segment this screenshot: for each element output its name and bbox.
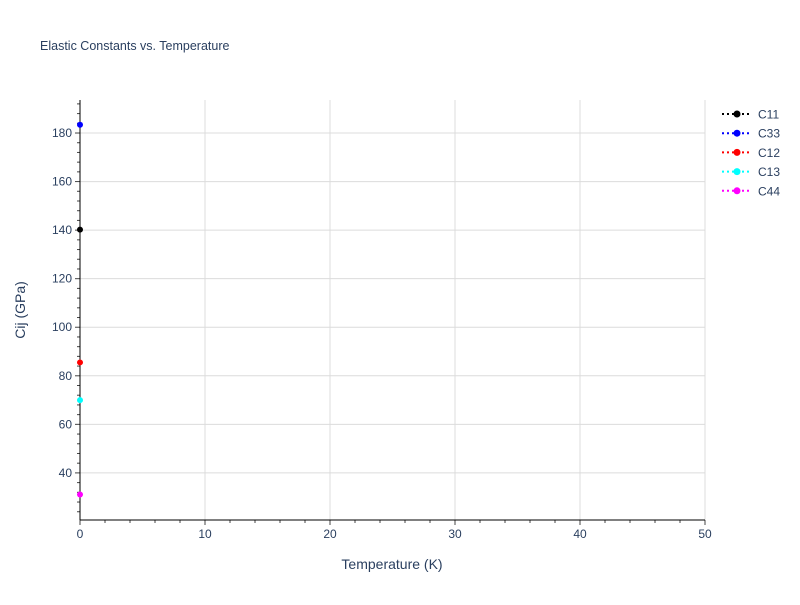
legend-item-c33[interactable]: C33 (722, 127, 780, 141)
x-tick-label: 40 (573, 527, 587, 541)
legend-item-c12[interactable]: C12 (722, 146, 780, 160)
y-tick-label: 120 (52, 272, 72, 286)
legend-marker (733, 168, 741, 176)
y-tick-label: 140 (52, 223, 72, 237)
y-tick-label: 160 (52, 175, 72, 189)
x-tick-label: 0 (77, 527, 84, 541)
x-tick-label: 50 (698, 527, 712, 541)
legend-item-c44[interactable]: C44 (722, 184, 780, 198)
x-tick-label: 30 (448, 527, 462, 541)
data-point-c12 (77, 359, 83, 366)
chart-title: Elastic Constants vs. Temperature (40, 39, 229, 53)
y-tick-label: 40 (59, 466, 73, 480)
legend-label: C13 (758, 165, 780, 179)
legend-marker (733, 110, 741, 118)
legend-item-c13[interactable]: C13 (722, 165, 780, 179)
legend-label: C12 (758, 146, 780, 160)
legend-item-c11[interactable]: C11 (722, 108, 779, 122)
legend-marker (733, 129, 741, 137)
data-point-c11 (77, 226, 83, 233)
x-tick-label: 20 (323, 527, 337, 541)
y-tick-label: 180 (52, 126, 72, 140)
x-tick-label: 10 (198, 527, 212, 541)
legend-marker (733, 148, 741, 156)
y-tick-label: 60 (59, 417, 73, 431)
y-tick-label: 80 (59, 369, 73, 383)
legend-label: C33 (758, 127, 780, 141)
legend-label: C11 (758, 108, 779, 122)
y-axis-label: Cij (GPa) (12, 281, 28, 339)
legend-marker (733, 187, 741, 195)
x-axis-label: Temperature (K) (341, 556, 442, 572)
data-point-c13 (77, 397, 83, 404)
data-point-c44 (77, 491, 83, 498)
y-tick-label: 100 (52, 320, 72, 334)
legend-label: C44 (758, 184, 780, 198)
data-point-c33 (77, 121, 83, 128)
